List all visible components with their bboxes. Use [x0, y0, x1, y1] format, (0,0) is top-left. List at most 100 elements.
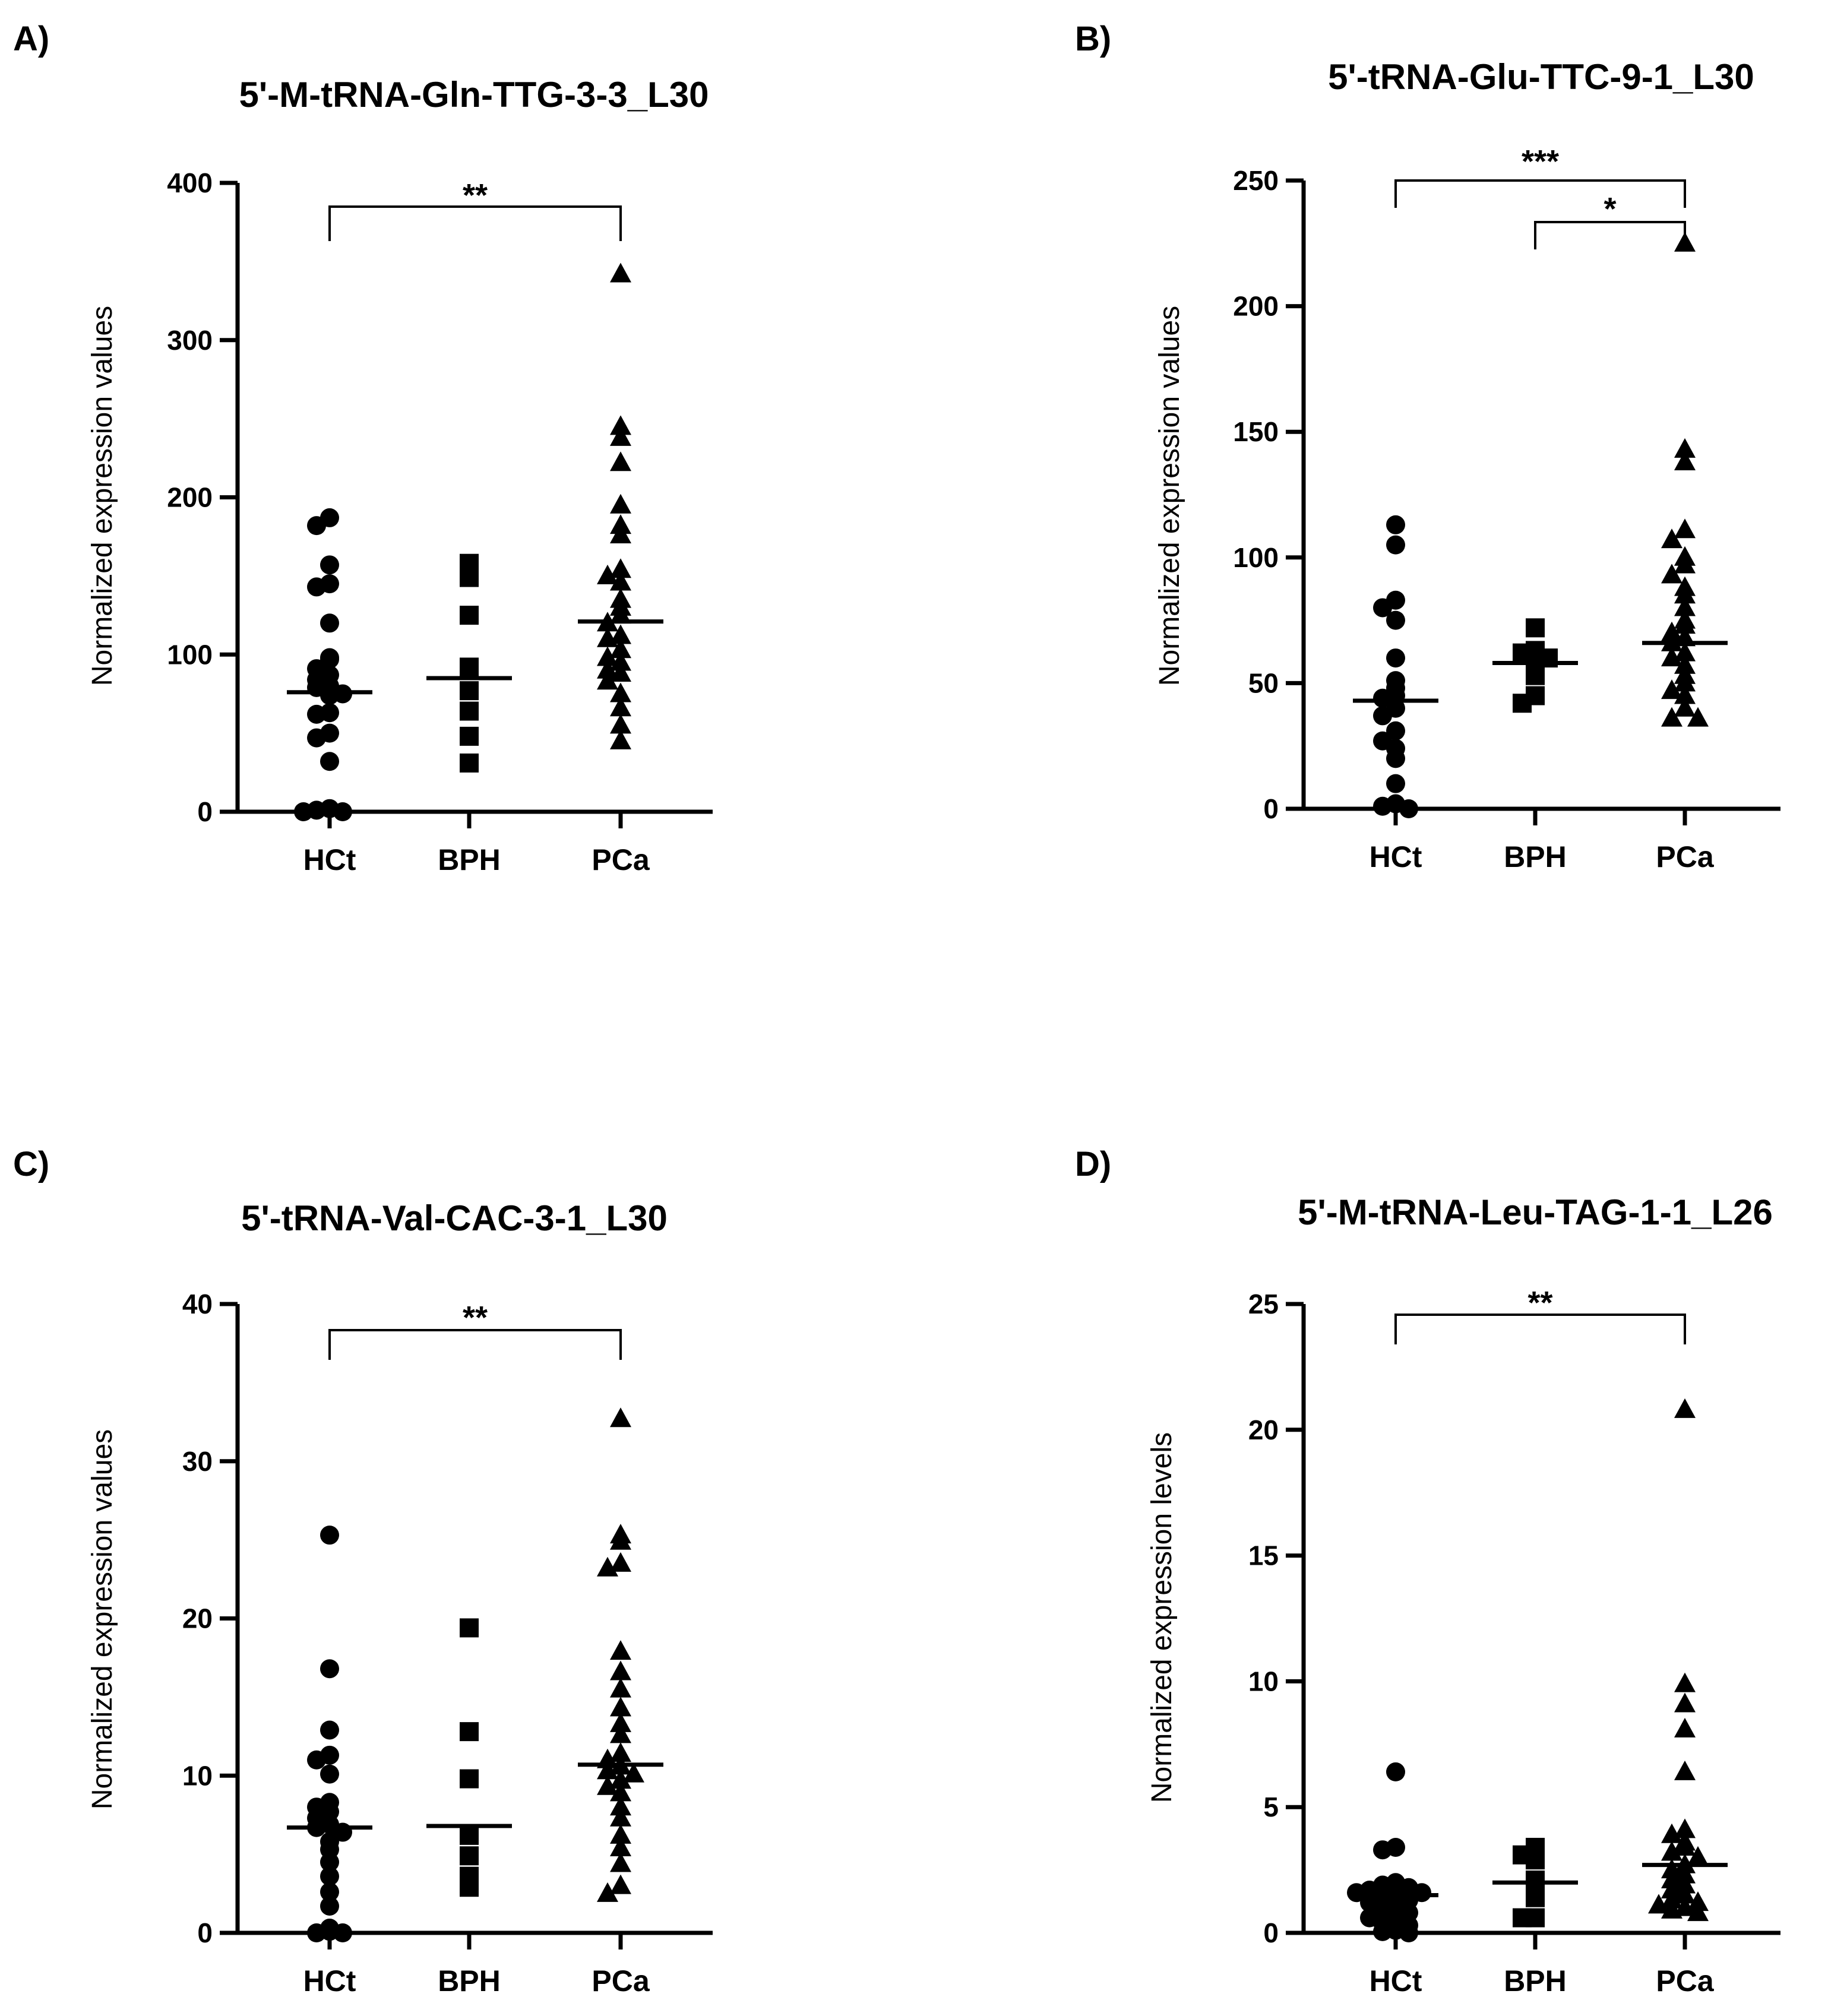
panel-d: D) 5'-M-tRNA-Leu-TAG-1-1_L26 Normalized … — [1075, 1145, 1780, 1998]
x-tick-label: HCt — [303, 1964, 356, 1998]
data-point-circle — [333, 802, 352, 821]
y-tick-label: 150 — [1233, 416, 1279, 447]
data-point-triangle — [610, 524, 631, 544]
y-tick-label: 40 — [182, 1289, 213, 1319]
x-tick-label: BPH — [1504, 840, 1567, 874]
data-point-triangle — [610, 493, 631, 514]
data-point-triangle — [1687, 1901, 1709, 1922]
x-tick-label: BPH — [1504, 1964, 1567, 1998]
data-point-triangle — [1661, 1878, 1682, 1898]
significance-bracket — [328, 1329, 622, 1360]
data-point-triangle — [1661, 1859, 1682, 1879]
data-point-circle — [1373, 706, 1392, 726]
panel-c-ylabel: Normalized expression values — [87, 1429, 118, 1809]
panel-d-label: D) — [1075, 1145, 1111, 1183]
data-point-triangle — [1687, 1891, 1709, 1911]
data-point-square — [460, 726, 479, 746]
data-point-circle — [307, 1923, 326, 1942]
data-point-triangle — [610, 1552, 631, 1572]
data-point-circle — [320, 1764, 339, 1784]
x-tick-label: BPH — [438, 843, 501, 876]
data-point-triangle — [610, 662, 631, 682]
panel-d-ylabel: Normalized expression levels — [1146, 1432, 1178, 1803]
y-tick-label: 100 — [1233, 542, 1279, 573]
y-tick-label: 10 — [1248, 1666, 1279, 1697]
data-point-circle — [1386, 749, 1405, 768]
panel-c: C) 5'-tRNA-Val-CAC-3-1_L30 Normalized ex… — [13, 1145, 713, 1998]
panel-d-title: 5'-M-tRNA-Leu-TAG-1-1_L26 — [1298, 1192, 1773, 1232]
panel-a-label: A) — [13, 20, 49, 58]
y-tick-label: 0 — [1263, 1917, 1279, 1948]
data-point-circle — [1373, 598, 1392, 618]
data-point-triangle — [1661, 564, 1682, 584]
data-point-triangle — [610, 682, 631, 702]
data-point-triangle — [597, 1556, 618, 1577]
significance-label: ** — [463, 178, 488, 213]
data-point-triangle — [1674, 1672, 1696, 1692]
data-point-triangle — [610, 1712, 631, 1732]
data-point-triangle — [1674, 1863, 1696, 1884]
data-point-circle — [1386, 610, 1405, 630]
data-point-circle — [307, 1750, 326, 1770]
data-point-triangle — [1674, 614, 1696, 634]
data-point-triangle — [1674, 697, 1696, 717]
y-tick-label: 30 — [182, 1446, 213, 1477]
data-point-circle — [1347, 1883, 1366, 1903]
data-point-triangle — [597, 659, 618, 679]
data-point-triangle — [1674, 438, 1696, 458]
data-point-triangle — [1674, 1873, 1696, 1894]
significance-label: ** — [1527, 1285, 1552, 1321]
y-tick-label: 20 — [182, 1603, 213, 1634]
data-point-circle — [1373, 688, 1392, 708]
data-point-triangle — [1687, 1846, 1709, 1866]
y-tick-label: 0 — [1263, 793, 1279, 824]
data-point-circle — [320, 752, 339, 771]
panel-b-label: B) — [1075, 20, 1111, 58]
y-tick-label: 10 — [182, 1760, 213, 1791]
data-point-circle — [320, 1852, 339, 1872]
y-tick-label: 50 — [1248, 667, 1279, 698]
data-point-circle — [320, 686, 339, 705]
y-tick-label: 200 — [1233, 291, 1279, 322]
data-point-triangle — [610, 729, 631, 749]
data-point-triangle — [610, 1640, 631, 1660]
data-point-triangle — [610, 1781, 631, 1802]
panel-c-title: 5'-tRNA-Val-CAC-3-1_L30 — [241, 1198, 668, 1238]
data-point-circle — [1386, 721, 1405, 740]
data-point-circle — [1386, 774, 1405, 793]
data-point-triangle — [610, 415, 631, 435]
panel-c-label: C) — [13, 1145, 49, 1183]
data-point-triangle — [610, 1742, 631, 1762]
y-tick-label: 0 — [197, 1917, 213, 1948]
y-tick-label: 200 — [167, 482, 213, 513]
data-point-triangle — [610, 1530, 631, 1550]
data-point-square — [460, 1769, 479, 1789]
data-point-triangle — [610, 697, 631, 717]
data-point-circle — [1399, 1923, 1418, 1942]
data-point-square — [1513, 694, 1532, 713]
data-point-triangle — [1687, 707, 1709, 727]
panel-a-plot: 0 100 200 300 400 HCt BPH PCa ** — [167, 167, 713, 876]
data-point-triangle — [1674, 232, 1696, 252]
data-point-triangle — [1674, 553, 1696, 574]
data-point-circle — [320, 1866, 339, 1886]
data-point-triangle — [1661, 679, 1682, 700]
data-point-square — [1526, 666, 1545, 685]
data-point-square — [460, 1825, 479, 1845]
panel-c-plot: 0 10 20 30 40 HCt BPH PCa ** — [182, 1289, 713, 1998]
data-point-circle — [320, 1882, 339, 1902]
data-point-circle — [1386, 515, 1405, 534]
data-point-circle — [333, 1923, 352, 1942]
data-point-circle — [320, 650, 339, 669]
data-point-triangle — [610, 1806, 631, 1827]
significance-label: ** — [463, 1300, 488, 1335]
panel-d-plot: 0 5 10 15 20 25 HCt BPH PCa ** — [1248, 1285, 1780, 1998]
data-point-triangle — [610, 426, 631, 446]
data-point-triangle — [1661, 1869, 1682, 1889]
x-tick-label: HCt — [1370, 1964, 1422, 1998]
data-point-circle — [1373, 796, 1392, 816]
data-point-triangle — [1661, 1823, 1682, 1843]
data-point-triangle — [610, 638, 631, 659]
data-point-circle — [1386, 535, 1405, 555]
